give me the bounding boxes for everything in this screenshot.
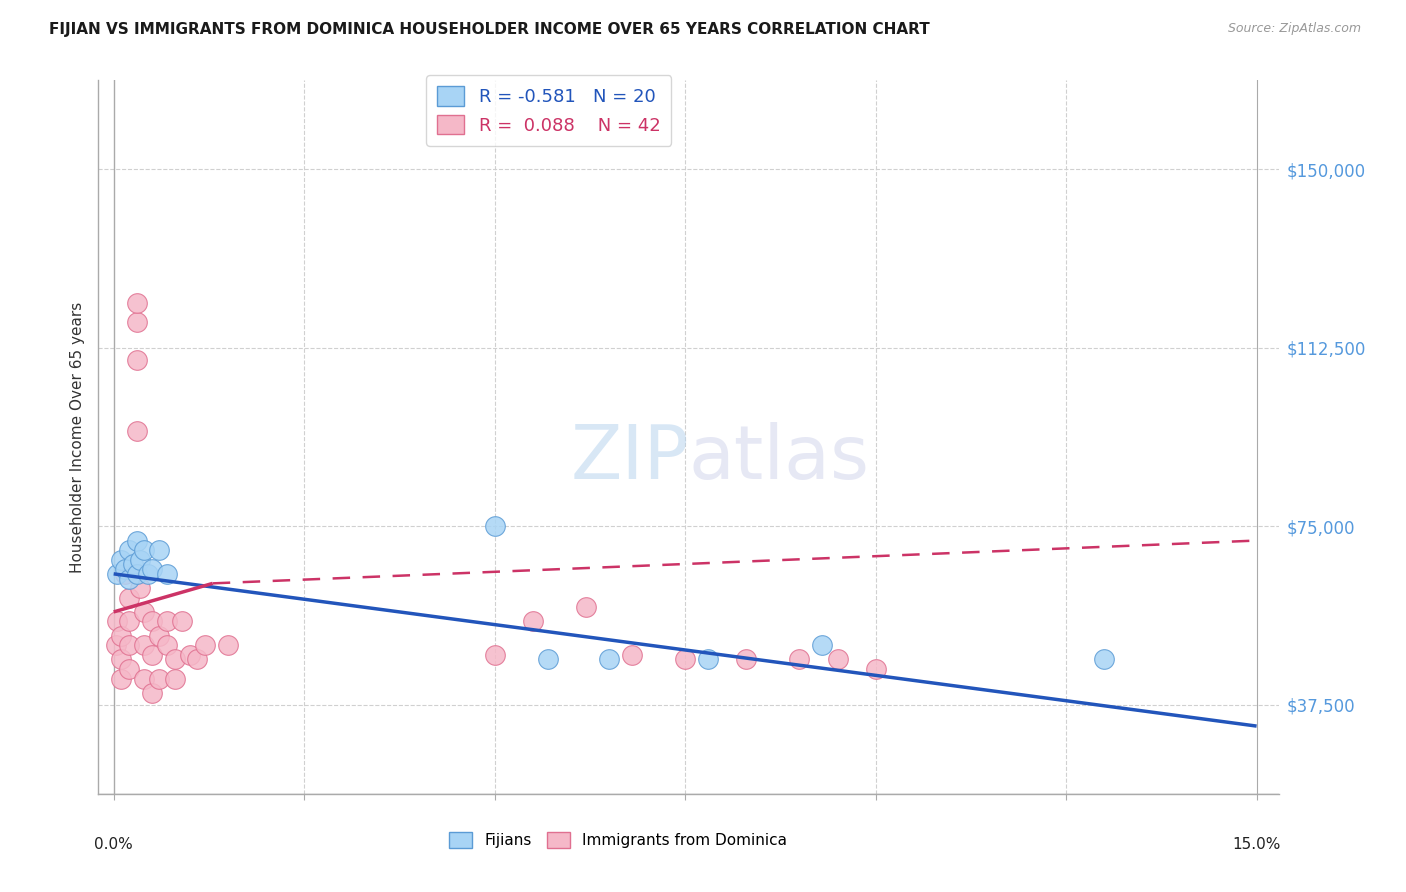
- Point: [136, 566, 159, 581]
- Point: [141, 562, 163, 576]
- Point: [125, 295, 148, 310]
- Point: [163, 652, 186, 666]
- Point: [129, 581, 152, 595]
- Point: [735, 652, 758, 666]
- Point: [186, 652, 208, 666]
- Point: [129, 552, 152, 566]
- Point: [217, 638, 239, 652]
- Text: Source: ZipAtlas.com: Source: ZipAtlas.com: [1227, 22, 1361, 36]
- Point: [118, 662, 141, 676]
- Point: [134, 543, 156, 558]
- Text: ZIP: ZIP: [571, 422, 689, 495]
- Text: atlas: atlas: [689, 422, 870, 495]
- Point: [125, 566, 148, 581]
- Point: [156, 638, 179, 652]
- Point: [1092, 652, 1115, 666]
- Point: [104, 638, 127, 652]
- Point: [148, 543, 170, 558]
- Legend: Fijians, Immigrants from Dominica: Fijians, Immigrants from Dominica: [443, 826, 793, 854]
- Point: [575, 600, 598, 615]
- Point: [865, 662, 887, 676]
- Point: [697, 652, 720, 666]
- Point: [484, 648, 506, 662]
- Point: [811, 638, 834, 652]
- Point: [118, 638, 141, 652]
- Text: FIJIAN VS IMMIGRANTS FROM DOMINICA HOUSEHOLDER INCOME OVER 65 YEARS CORRELATION : FIJIAN VS IMMIGRANTS FROM DOMINICA HOUSE…: [49, 22, 929, 37]
- Point: [110, 552, 132, 566]
- Point: [598, 652, 620, 666]
- Point: [163, 672, 186, 686]
- Point: [156, 615, 179, 629]
- Point: [194, 638, 217, 652]
- Point: [125, 566, 148, 581]
- Point: [114, 562, 136, 576]
- Point: [537, 652, 560, 666]
- Point: [134, 672, 156, 686]
- Point: [141, 648, 163, 662]
- Text: 15.0%: 15.0%: [1233, 837, 1281, 852]
- Point: [118, 572, 141, 586]
- Point: [148, 629, 170, 643]
- Point: [125, 315, 148, 329]
- Point: [118, 543, 141, 558]
- Point: [522, 615, 544, 629]
- Point: [179, 648, 201, 662]
- Point: [620, 648, 643, 662]
- Point: [156, 566, 179, 581]
- Point: [134, 638, 156, 652]
- Point: [827, 652, 849, 666]
- Point: [172, 615, 194, 629]
- Point: [673, 652, 696, 666]
- Y-axis label: Householder Income Over 65 years: Householder Income Over 65 years: [69, 301, 84, 573]
- Text: 0.0%: 0.0%: [94, 837, 134, 852]
- Point: [110, 672, 132, 686]
- Point: [141, 686, 163, 700]
- Point: [789, 652, 811, 666]
- Point: [125, 424, 148, 438]
- Point: [110, 652, 132, 666]
- Point: [118, 615, 141, 629]
- Point: [114, 566, 136, 581]
- Point: [125, 352, 148, 367]
- Point: [148, 672, 170, 686]
- Point: [118, 591, 141, 605]
- Point: [125, 533, 148, 548]
- Point: [121, 558, 143, 572]
- Point: [107, 615, 129, 629]
- Point: [134, 605, 156, 619]
- Point: [484, 519, 506, 533]
- Point: [107, 566, 129, 581]
- Point: [141, 615, 163, 629]
- Point: [110, 629, 132, 643]
